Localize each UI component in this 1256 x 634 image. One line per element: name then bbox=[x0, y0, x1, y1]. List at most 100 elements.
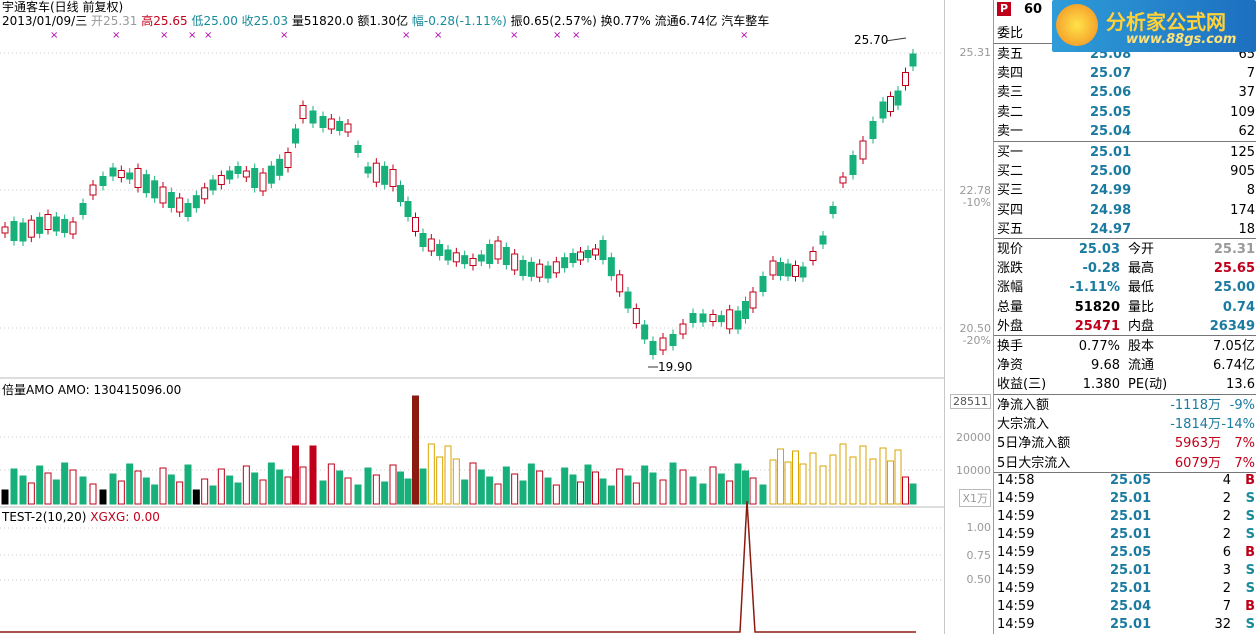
candle bbox=[336, 121, 344, 131]
quote-row: 总量 51820 量比 0.74 bbox=[994, 298, 1256, 317]
open-label: 开 bbox=[91, 14, 104, 28]
sell-price: 25.05 bbox=[1090, 104, 1132, 120]
sell-row[interactable]: 卖三 25.06 37 bbox=[994, 83, 1256, 102]
buy-row[interactable]: 买一 25.01 125 bbox=[994, 143, 1256, 162]
volume-bar bbox=[561, 467, 569, 505]
volume-bar bbox=[44, 472, 52, 505]
volume-bar bbox=[134, 470, 142, 505]
tick-row[interactable]: 14:59 25.01 2 S bbox=[994, 508, 1256, 526]
candle bbox=[616, 274, 624, 293]
volume-bar bbox=[99, 489, 107, 505]
stock-title: 宇通客车(日线 前复权) bbox=[2, 0, 124, 14]
tick-row[interactable]: 14:59 25.01 32 S bbox=[994, 616, 1256, 634]
tick-volume: 2 bbox=[1222, 581, 1231, 596]
flow-row: 5日大宗流入 6079万 7% bbox=[994, 454, 1256, 473]
buy-price: 25.00 bbox=[1090, 164, 1132, 180]
volume-bar bbox=[632, 482, 640, 505]
float-label: 流通 bbox=[654, 14, 679, 28]
buy-label: 买二 bbox=[997, 164, 1024, 180]
volume-bar bbox=[486, 476, 494, 505]
candle bbox=[354, 145, 362, 153]
candle bbox=[679, 323, 687, 335]
sell-label: 卖五 bbox=[997, 47, 1024, 62]
volume-bar bbox=[27, 482, 35, 505]
candle bbox=[632, 308, 640, 324]
candle bbox=[192, 195, 200, 209]
candle bbox=[284, 152, 292, 168]
volume-bar bbox=[336, 470, 344, 505]
buy-row[interactable]: 买四 24.98 174 bbox=[994, 201, 1256, 220]
volume-bar bbox=[717, 473, 725, 505]
candle bbox=[184, 203, 192, 217]
volume-bar bbox=[879, 447, 887, 505]
volume-bar bbox=[52, 479, 60, 505]
tick-volume: 2 bbox=[1222, 491, 1231, 506]
candle bbox=[1, 226, 9, 234]
tick-row[interactable]: 14:59 25.01 3 S bbox=[994, 562, 1256, 580]
candle bbox=[52, 216, 60, 232]
axis-label-mid: 22.78 bbox=[959, 184, 992, 197]
vol-axis-unit: X1万 bbox=[959, 489, 991, 507]
tick-time: 14:59 bbox=[997, 563, 1035, 578]
sell-row[interactable]: 卖四 25.07 7 bbox=[994, 64, 1256, 83]
divider bbox=[994, 141, 1256, 142]
volume-bar bbox=[759, 484, 767, 505]
tick-row[interactable]: 14:59 25.05 6 B bbox=[994, 544, 1256, 562]
candle bbox=[10, 221, 18, 241]
buy-row[interactable]: 买二 25.00 905 bbox=[994, 162, 1256, 181]
tick-row[interactable]: 14:59 25.01 2 S bbox=[994, 526, 1256, 544]
change-value: -0.28(-1.11%) bbox=[423, 14, 507, 28]
tick-row[interactable]: 14:59 25.04 7 B bbox=[994, 598, 1256, 616]
sell-price: 25.04 bbox=[1090, 123, 1132, 139]
volume-bar bbox=[569, 474, 577, 505]
p-icon[interactable]: P bbox=[997, 2, 1011, 16]
volume-bar bbox=[427, 443, 435, 505]
volume-bar bbox=[109, 473, 117, 505]
candle bbox=[799, 266, 807, 278]
volume-bar bbox=[436, 456, 444, 505]
candle bbox=[309, 110, 317, 124]
candle bbox=[502, 247, 510, 265]
indicator-title: TEST-2(10,20) bbox=[2, 510, 87, 524]
tick-side: S bbox=[1245, 563, 1255, 578]
signal-mark: × bbox=[112, 30, 120, 41]
candle bbox=[344, 123, 352, 133]
candle bbox=[519, 260, 527, 276]
signal-mark: × bbox=[434, 30, 442, 41]
flow-pct: 7% bbox=[1234, 455, 1255, 471]
buy-row[interactable]: 买五 24.97 18 bbox=[994, 220, 1256, 239]
quote-value: -0.28 bbox=[1082, 261, 1120, 277]
ind-axis-075: 0.75 bbox=[966, 549, 992, 562]
candle bbox=[427, 238, 435, 252]
fund-label-2: 股本 bbox=[1128, 339, 1155, 354]
candle bbox=[592, 248, 599, 256]
quote-value-2: 26349 bbox=[1209, 318, 1255, 334]
candle bbox=[561, 257, 569, 269]
chart-canvas[interactable]: × × × × × × × × × × × × bbox=[0, 0, 944, 634]
tick-time: 14:59 bbox=[997, 509, 1035, 524]
tick-row[interactable]: 14:59 25.01 2 S bbox=[994, 490, 1256, 508]
vol-axis-max: 28511 bbox=[950, 394, 991, 409]
candle bbox=[404, 201, 412, 217]
candle bbox=[234, 166, 242, 174]
volume-bar bbox=[599, 478, 607, 505]
candle bbox=[44, 214, 52, 230]
chart-area[interactable]: × × × × × × × × × × × × 宇通客车(日线 前复权) 2013/01/09/三 开… bbox=[0, 0, 944, 634]
buy-row[interactable]: 买三 24.99 8 bbox=[994, 181, 1256, 200]
tick-price: 25.01 bbox=[1110, 491, 1152, 506]
volume-bar bbox=[69, 469, 77, 505]
tick-row[interactable]: 14:59 25.01 2 S bbox=[994, 580, 1256, 598]
signal-mark: × bbox=[160, 30, 168, 41]
tick-side: S bbox=[1245, 527, 1255, 542]
signal-mark: × bbox=[50, 30, 58, 41]
sell-row[interactable]: 卖二 25.05 109 bbox=[994, 103, 1256, 122]
flow-value: 6079万 bbox=[1174, 455, 1221, 471]
sell-row[interactable]: 卖一 25.04 62 bbox=[994, 122, 1256, 141]
volume-value: 51820.0 bbox=[303, 14, 354, 28]
flow-label: 大宗流入 bbox=[997, 417, 1050, 433]
axis-label-top: 25.31 bbox=[959, 46, 992, 59]
tick-time: 14:58 bbox=[997, 473, 1035, 488]
close-label: 收 bbox=[241, 14, 254, 28]
candle bbox=[372, 162, 380, 183]
tick-row[interactable]: 14:58 25.05 4 B bbox=[994, 472, 1256, 490]
